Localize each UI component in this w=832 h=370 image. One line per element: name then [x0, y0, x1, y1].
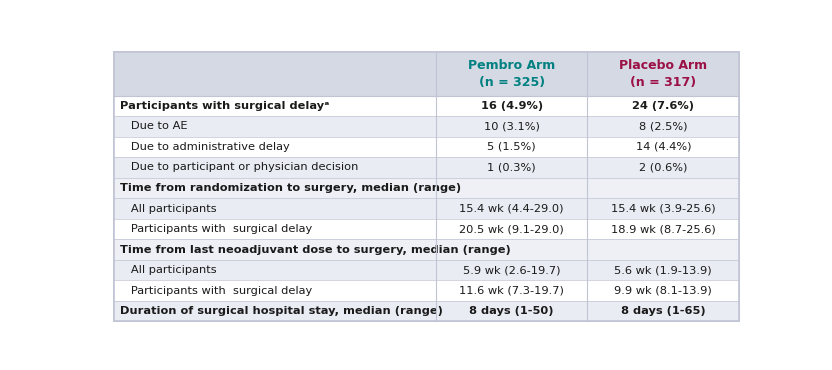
Text: Duration of surgical hospital stay, median (range): Duration of surgical hospital stay, medi… [120, 306, 443, 316]
Text: All participants: All participants [120, 204, 217, 213]
Text: Due to participant or physician decision: Due to participant or physician decision [120, 162, 359, 172]
Text: 5.6 wk (1.9-13.9): 5.6 wk (1.9-13.9) [615, 265, 712, 275]
Text: 5.9 wk (2.6-19.7): 5.9 wk (2.6-19.7) [463, 265, 561, 275]
Text: 8 days (1-50): 8 days (1-50) [469, 306, 554, 316]
Text: 14 (4.4%): 14 (4.4%) [636, 142, 691, 152]
Text: Due to AE: Due to AE [120, 121, 188, 131]
Text: 16 (4.9%): 16 (4.9%) [481, 101, 542, 111]
Bar [114, 301, 739, 321]
Bar [114, 178, 739, 198]
Text: Participants with  surgical delay: Participants with surgical delay [120, 224, 312, 234]
Bar [114, 116, 739, 137]
Bar [114, 96, 739, 116]
Text: 15.4 wk (3.9-25.6): 15.4 wk (3.9-25.6) [611, 204, 716, 213]
Text: 20.5 wk (9.1-29.0): 20.5 wk (9.1-29.0) [459, 224, 564, 234]
Text: 11.6 wk (7.3-19.7): 11.6 wk (7.3-19.7) [459, 286, 564, 296]
Text: 2 (0.6%): 2 (0.6%) [639, 162, 687, 172]
Text: 8 days (1-65): 8 days (1-65) [621, 306, 706, 316]
Text: Time from randomization to surgery, median (range): Time from randomization to surgery, medi… [120, 183, 461, 193]
Bar [114, 198, 739, 219]
Text: 10 (3.1%): 10 (3.1%) [483, 121, 540, 131]
Bar [114, 239, 739, 260]
Bar [114, 280, 739, 301]
Bar [114, 51, 739, 96]
Text: Time from last neoadjuvant dose to surgery, median (range): Time from last neoadjuvant dose to surge… [120, 245, 511, 255]
Text: Participants with  surgical delay: Participants with surgical delay [120, 286, 312, 296]
Text: 9.9 wk (8.1-13.9): 9.9 wk (8.1-13.9) [614, 286, 712, 296]
Text: All participants: All participants [120, 265, 217, 275]
Text: 1 (0.3%): 1 (0.3%) [488, 162, 536, 172]
Text: 24 (7.6%): 24 (7.6%) [632, 101, 694, 111]
Text: 8 (2.5%): 8 (2.5%) [639, 121, 687, 131]
Text: Pembro Arm
(n = 325): Pembro Arm (n = 325) [468, 58, 555, 88]
Text: 15.4 wk (4.4-29.0): 15.4 wk (4.4-29.0) [459, 204, 564, 213]
Text: Placebo Arm
(n = 317): Placebo Arm (n = 317) [619, 58, 707, 88]
Bar [114, 137, 739, 157]
Text: 5 (1.5%): 5 (1.5%) [488, 142, 536, 152]
Bar [114, 157, 739, 178]
Bar [114, 260, 739, 280]
Text: Due to administrative delay: Due to administrative delay [120, 142, 290, 152]
Text: 18.9 wk (8.7-25.6): 18.9 wk (8.7-25.6) [611, 224, 716, 234]
Bar [114, 219, 739, 239]
Text: Participants with surgical delayᵃ: Participants with surgical delayᵃ [120, 101, 329, 111]
